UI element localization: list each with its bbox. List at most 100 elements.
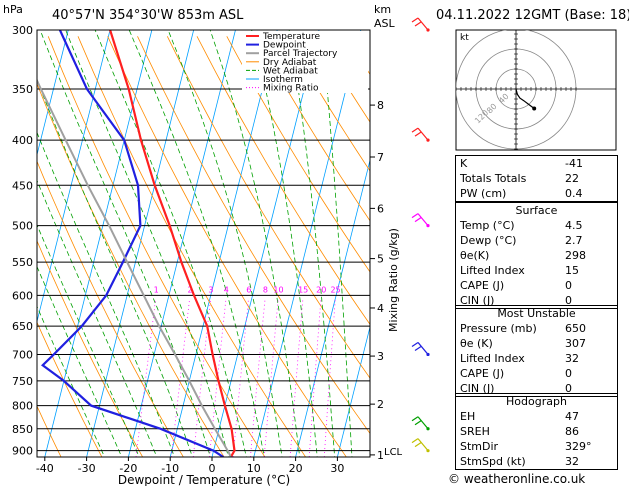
wind-barbs: [411, 17, 430, 453]
wet-adiabat-line: [251, 30, 318, 457]
index-value: 32: [565, 455, 579, 468]
index-label: SREH: [460, 425, 490, 438]
legend-entry: Mixing Ratio: [263, 84, 319, 94]
legend-background: [242, 31, 368, 93]
wind-barb-point: [426, 138, 430, 142]
hodograph-trace: [515, 88, 535, 109]
x-tick-label: 0: [209, 462, 216, 475]
dry-adiabat-line: [196, 36, 370, 326]
mixing-ratio-tick-label: 2: [187, 285, 192, 294]
most-unstable-title: Most Unstable: [497, 307, 576, 320]
wind-barb-flag: [414, 131, 422, 137]
isotherm-line: [211, 30, 320, 457]
pressure-tick-label: 900: [12, 445, 33, 458]
pressure-unit-label: hPa: [3, 3, 23, 16]
surface-row: Lifted Index 15: [456, 263, 617, 278]
index-label: CAPE (J): [460, 279, 505, 292]
mixing-ratio-tick-label: 15: [298, 285, 308, 294]
index-value: 86: [565, 425, 579, 438]
index-value: 0: [565, 382, 572, 395]
index-value: 0.4: [565, 187, 583, 200]
index-label: Dewp (°C): [460, 234, 517, 247]
hodograph-row: SREH 86: [456, 424, 617, 439]
x-tick-label: -10: [161, 462, 179, 475]
legend-entry: Parcel Trajectory: [263, 49, 338, 59]
pressure-tick-label: 850: [12, 423, 33, 436]
wind-barb-point: [426, 352, 430, 357]
index-table-top: K -41 Totals Totals 22 PW (cm) 0.4: [455, 155, 618, 202]
mixing-ratio-tick-label: 25: [330, 285, 340, 294]
index-label: CAPE (J): [460, 367, 505, 380]
isotherm-line: [86, 30, 195, 457]
mixing-ratio-axis-title: Mixing Ratio (g/kg): [387, 228, 400, 332]
wet-adiabat-line: [37, 265, 123, 457]
index-label: Lifted Index: [460, 352, 525, 365]
wind-barb-flag: [411, 127, 419, 133]
mixing-ratio-tick-label: 1: [154, 285, 159, 294]
dry-adiabat-line: [256, 36, 370, 222]
index-value: 298: [565, 249, 586, 262]
dry-adiabat-line: [47, 36, 266, 457]
wind-barb-point: [426, 28, 430, 32]
dry-adiabat-line: [37, 240, 144, 457]
index-label: StmSpd (kt): [460, 455, 526, 468]
surface-table: Surface Temp (°C) 4.5 Dewp (°C) 2.7 θe(K) 2…: [455, 202, 618, 309]
wind-barb-flag: [411, 17, 419, 23]
legend-entry: Dewpoint: [263, 41, 306, 51]
legend-entry: Dry Adiabat: [263, 58, 317, 68]
index-value: 2.7: [565, 234, 583, 247]
hodograph-row: StmSpd (kt) 32: [456, 454, 617, 469]
wind-barb-staff: [417, 17, 429, 31]
height-tick-label: 5: [377, 253, 384, 266]
index-label: Pressure (mb): [460, 322, 537, 335]
height-tick-label: 1: [377, 449, 384, 462]
wet-adiabat-line: [37, 179, 158, 457]
surface-row: Dewp (°C) 2.7: [456, 233, 617, 248]
asl-unit-label: ASL: [374, 17, 396, 30]
mixing-ratio-tick-label: 8: [263, 285, 268, 294]
surface-row: CIN (J) 0: [456, 293, 617, 308]
hodograph-table: Hodograph EH 47 SREH 86 StmDir 329° StmSpd …: [455, 393, 618, 470]
parcel-trajectory-line: [37, 78, 232, 457]
wet-adiabat-line: [167, 30, 283, 457]
temperature-line: [109, 30, 236, 457]
index-label: Totals Totals: [460, 172, 527, 185]
wind-barb-flag: [411, 438, 419, 444]
isotherm-line: [37, 30, 69, 157]
mixing-ratio-tick-label: 20: [316, 285, 326, 294]
x-tick-label: -20: [119, 462, 137, 475]
wet-adiabat-line: [321, 30, 353, 457]
unstable-row: CAPE (J) 0: [456, 366, 617, 381]
index-row-k: K -41: [456, 156, 617, 171]
wind-barb-staff: [417, 127, 429, 141]
hodograph-row: StmDir 329°: [456, 439, 617, 454]
mixing-ratio-tick-label: 10: [273, 285, 283, 294]
index-value: 0: [565, 279, 572, 292]
index-label: θe (K): [460, 337, 493, 350]
wind-barb-staff: [417, 438, 429, 452]
wet-adiabat-line: [37, 79, 193, 457]
mixing-ratio-tick-label: 3: [208, 285, 213, 294]
location-title: 40°57'N 354°30'W 853m ASL: [52, 8, 244, 23]
index-value: 4.5: [565, 219, 583, 232]
index-value: 307: [565, 337, 586, 350]
isotherm-line: [337, 325, 370, 457]
wet-adiabat-line: [128, 30, 265, 457]
pressure-tick-label: 350: [12, 83, 33, 96]
km-unit-label: km: [374, 3, 391, 16]
unstable-row: Lifted Index 32: [456, 351, 617, 366]
dry-adiabat-line: [107, 36, 347, 457]
surface-title: Surface: [515, 204, 558, 217]
unstable-row: Pressure (mb) 650: [456, 321, 617, 336]
wind-barb-flag: [411, 416, 419, 422]
wet-adiabat-line: [209, 30, 301, 457]
x-tick-label: -30: [78, 462, 96, 475]
mixing-ratio-tick-label: 6: [246, 285, 251, 294]
index-label: CIN (J): [460, 294, 495, 307]
index-label: CIN (J): [460, 382, 495, 395]
